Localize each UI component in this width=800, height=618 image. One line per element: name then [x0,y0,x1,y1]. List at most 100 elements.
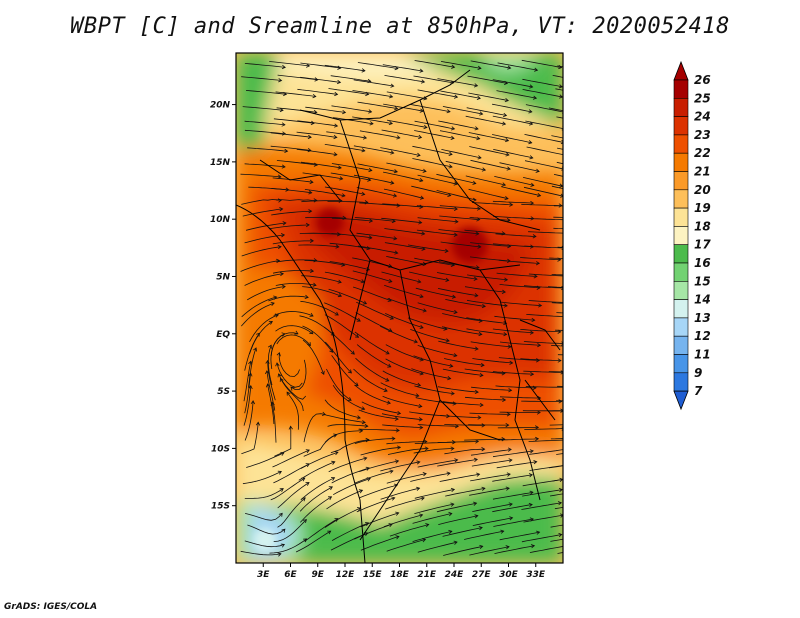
streamline [332,384,365,410]
streamline-arrow [534,425,540,430]
streamline [354,438,395,444]
streamline [296,148,337,156]
colorbar-segment [673,299,689,319]
streamline-arrow [419,68,424,73]
streamline-arrow [594,71,597,75]
streamline-arrow [453,206,458,212]
streamline-arrow [385,350,390,355]
streamline [324,399,361,419]
streamline-arrow [420,79,426,84]
streamline-arrow [281,284,286,289]
streamline-arrow [305,482,310,486]
streamline-arrow [309,330,314,335]
streamline [417,217,458,223]
streamline-arrow [505,545,510,550]
colorbar-segment [673,207,689,227]
streamline [472,517,513,526]
streamline [492,450,534,458]
streamline [276,362,303,388]
streamline [470,473,511,482]
streamline-arrow [368,235,373,240]
streamline [324,314,359,338]
streamline-arrow [361,420,366,425]
streamline-arrow [587,519,590,523]
streamline [437,288,478,297]
streamline [414,385,455,395]
streamline [271,402,277,443]
streamline [438,229,479,235]
streamline-arrow [557,501,563,506]
streamline [332,117,374,125]
colorbar-label: 9 [694,366,702,380]
colorbar-segment [673,317,689,337]
streamline-arrow [341,193,346,198]
colorbar-label: 19 [694,201,711,215]
streamline [382,64,423,72]
streamline-arrow [528,109,533,114]
streamline [553,216,563,218]
streamline-arrow [448,511,453,517]
lat-tick-label: EQ [216,330,230,340]
streamline-arrow [248,385,253,390]
streamline [330,75,371,82]
streamline-arrow [308,209,313,214]
streamline-arrow [368,218,374,223]
streamline [241,76,282,81]
streamline [240,260,280,272]
streamline-arrow [388,328,393,332]
streamline-arrow [593,448,596,452]
streamline-arrow [472,197,477,203]
streamline [464,368,505,374]
colorbar-label: 15 [694,274,711,288]
streamline-arrow [358,489,364,494]
colorbar-label: 13 [694,311,711,325]
streamline-arrow [447,192,452,197]
streamline [548,371,563,373]
streamline [272,270,314,274]
streamline [552,75,563,78]
colorbar-label: 21 [694,165,711,179]
streamline [300,496,332,523]
streamline [553,227,563,230]
streamline [521,59,562,68]
streamline-arrow [264,370,270,375]
streamline-arrow [391,496,396,501]
streamline-arrow [312,93,317,99]
streamline [499,162,540,172]
streamline-arrow [451,294,457,299]
streamline [436,173,476,184]
streamline [385,497,425,510]
streamline [416,205,458,210]
streamline-arrow [595,384,598,388]
streamline-arrow [277,470,283,475]
streamline [526,146,563,156]
streamline-arrow [530,200,535,206]
streamline-arrow [331,460,336,465]
streamline-arrow [479,402,484,408]
streamline-arrow [586,370,589,374]
streamline [492,371,534,375]
streamline [470,159,511,170]
streamline-arrow [366,246,371,251]
streamline-arrow [424,446,429,451]
streamline-arrow [250,400,256,405]
lon-tick-label: 15E [363,570,383,580]
streamline-arrow [589,81,592,85]
country-boundaries [236,69,561,563]
streamline [523,177,563,187]
streamline [387,119,427,128]
streamline [354,217,396,222]
streamline-arrow [305,463,310,468]
streamline [557,246,563,248]
streamline [358,428,400,431]
streamline-arrow [531,317,536,323]
streamline [280,378,304,412]
streamline-arrow [302,519,307,524]
streamline [242,471,282,485]
streamline-arrow [278,78,283,83]
streamline [551,274,563,276]
streamline-arrow [588,436,591,440]
streamline [278,352,300,377]
streamline [270,145,311,151]
streamline-arrow [478,526,483,531]
